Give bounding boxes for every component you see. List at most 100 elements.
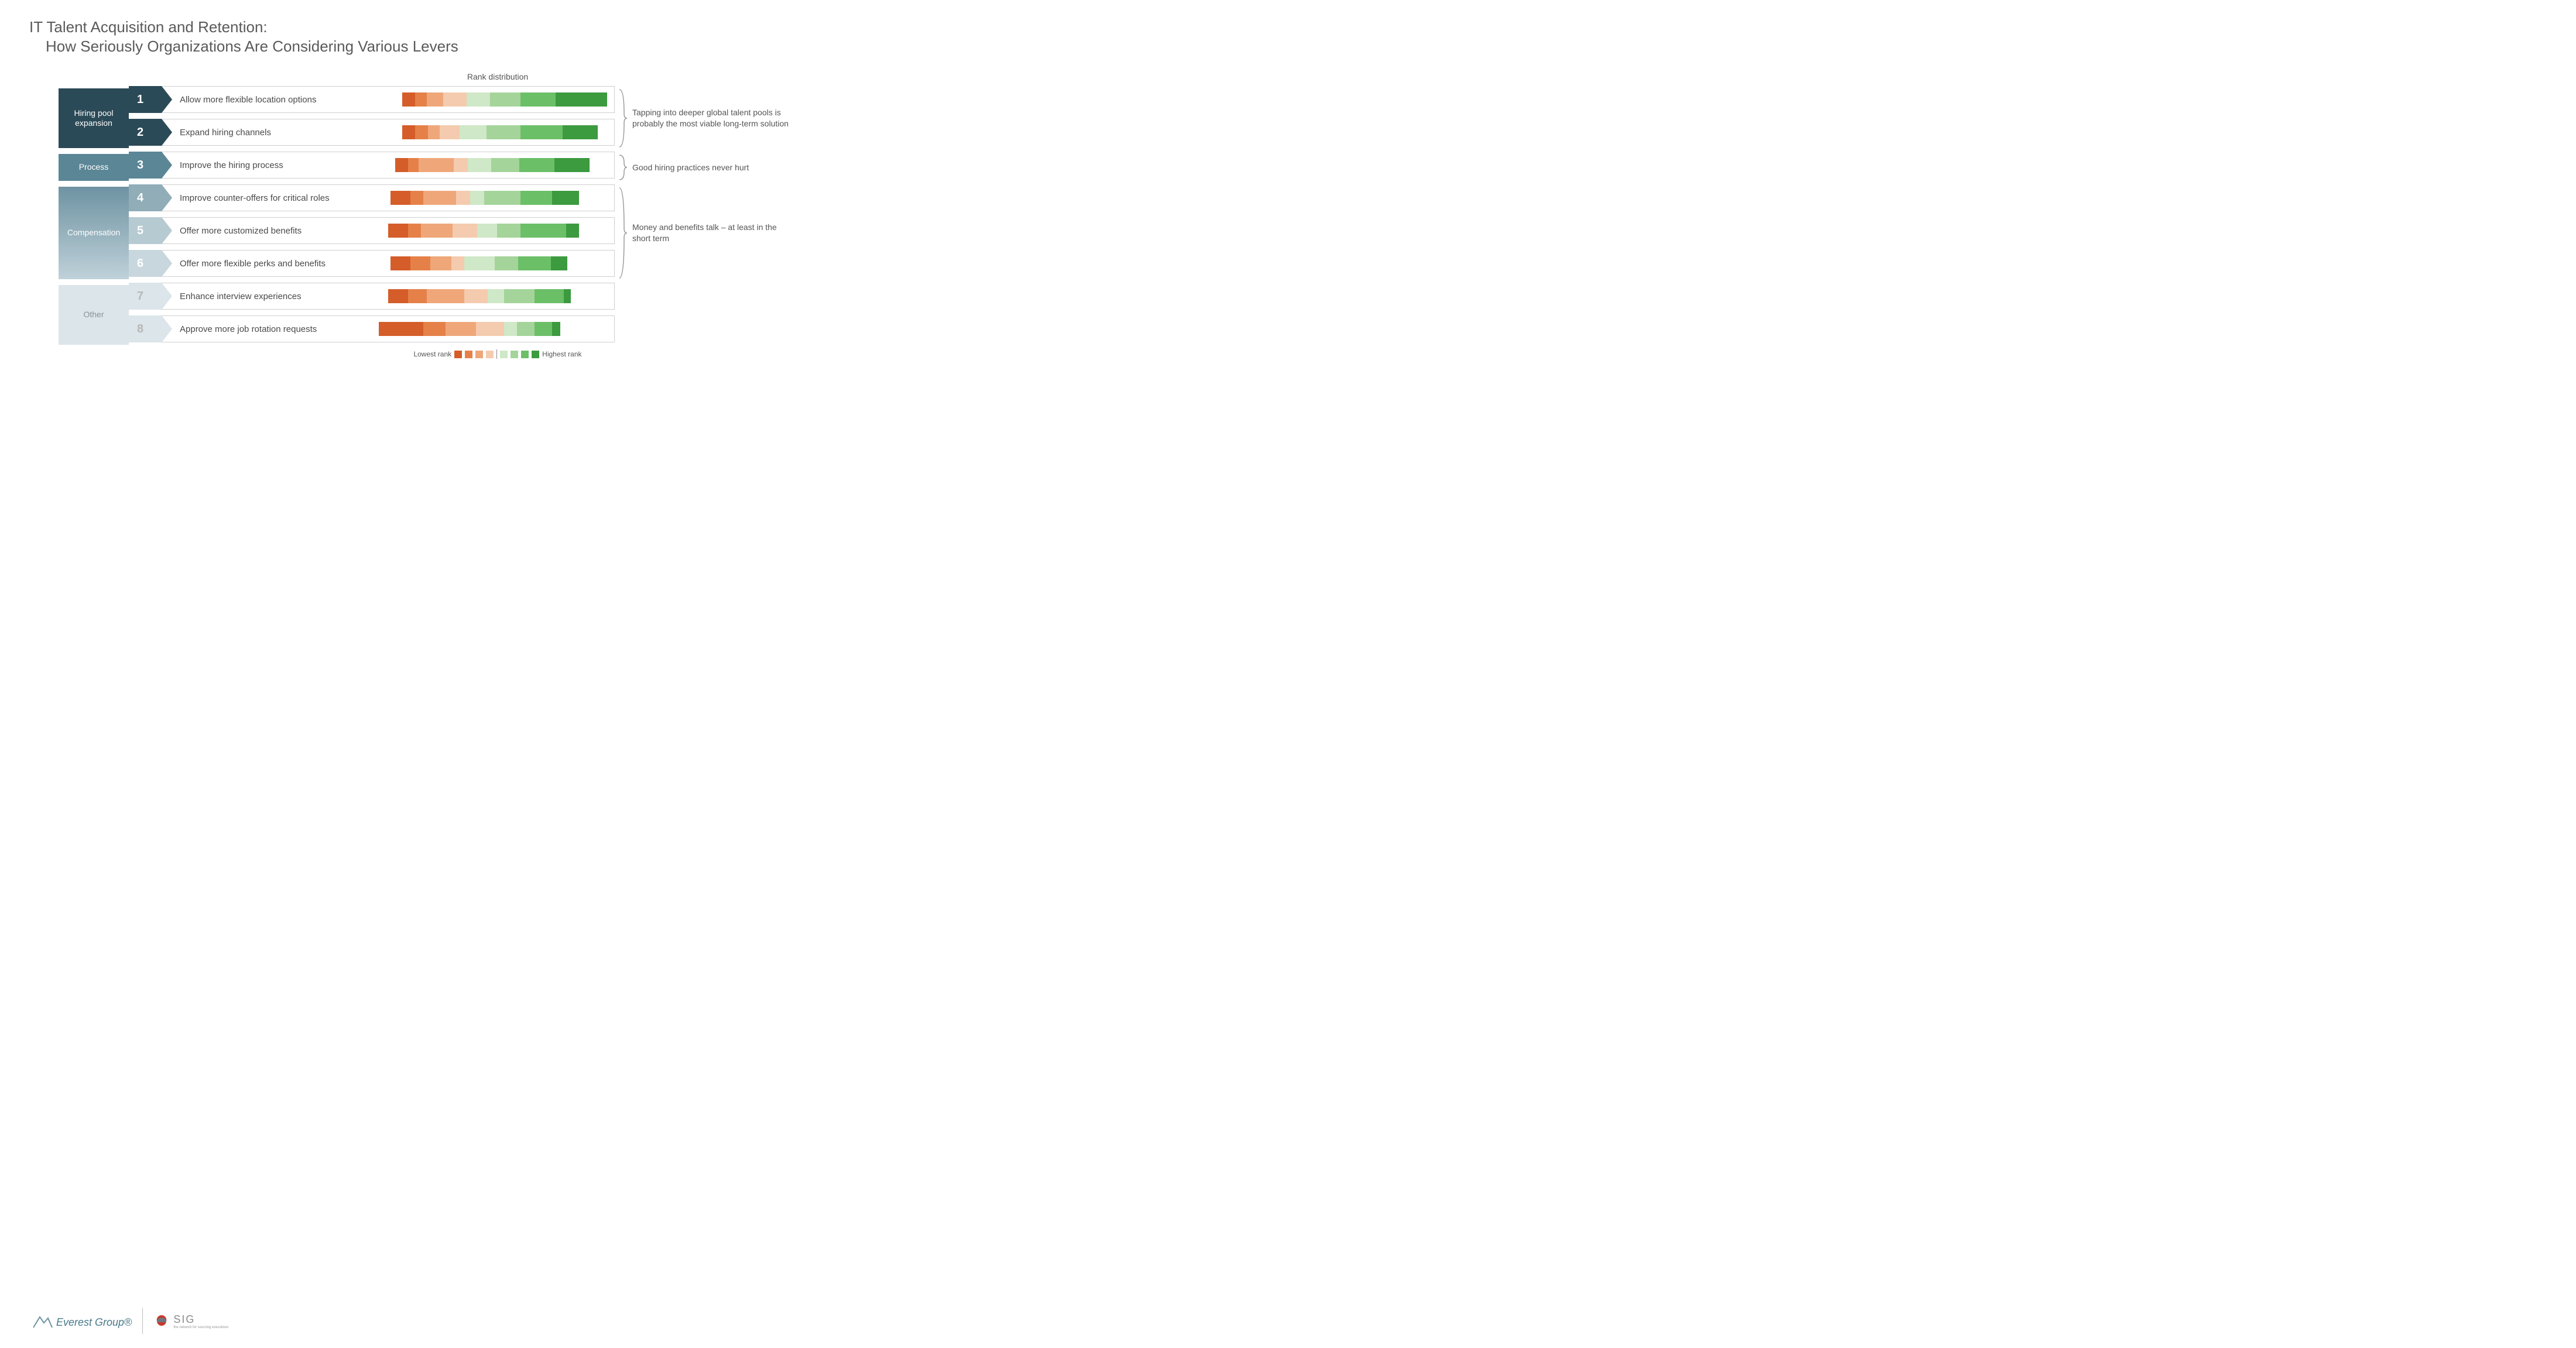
rank-distribution [379, 256, 613, 270]
rank-badge: 8 [129, 315, 162, 342]
brace-icon [618, 88, 628, 148]
dist-segment [488, 289, 504, 303]
dist-segment [388, 289, 408, 303]
rank-badge: 3 [129, 152, 162, 179]
rank-number: 6 [137, 257, 143, 270]
dist-segment [423, 322, 446, 336]
dist-segment [402, 125, 415, 139]
annotation: Tapping into deeper global talent pools … [618, 88, 794, 148]
dist-segment [495, 256, 518, 270]
dist-segment [430, 256, 451, 270]
rank-distribution [379, 191, 613, 205]
dist-segment [410, 256, 430, 270]
rank-number: 7 [137, 290, 143, 303]
title-line-2: How Seriously Organizations Are Consider… [29, 37, 830, 56]
chart-area: Hiring pool expansionProcessCompensation… [59, 72, 830, 359]
lever-row: 1Allow more flexible location options [129, 86, 615, 113]
legend-swatch-6 [511, 351, 518, 358]
rank-distribution [379, 158, 613, 172]
lever-label: Approve more job rotation requests [180, 324, 379, 334]
dist-segment [460, 125, 487, 139]
lever-row: 6 Offer more flexible perks and benefits [129, 250, 615, 277]
dist-segment [446, 322, 476, 336]
dist-segment [451, 256, 464, 270]
lever-row: 4Improve counter-offers for critical rol… [129, 184, 615, 211]
rank-legend: Lowest rank Highest rank [381, 349, 615, 359]
sig-logo: SIG the network for sourcing executives [153, 1313, 228, 1329]
dist-segment [476, 322, 504, 336]
lever-row: 2Expand hiring channels [129, 119, 615, 146]
legend-swatch-2 [465, 351, 472, 358]
category-column: Hiring pool expansionProcessCompensation… [59, 88, 129, 351]
lever-row: 7Enhance interview experiences [129, 283, 615, 310]
rows-column: Rank distribution 1Allow more flexible l… [129, 72, 615, 359]
brace-icon [618, 154, 628, 181]
dist-segment [427, 289, 464, 303]
rank-badge: 1 [129, 86, 162, 113]
dist-segment [421, 224, 453, 238]
dist-segment [379, 322, 423, 336]
dist-segment [408, 224, 421, 238]
lever-bar: Improve counter-offers for critical role… [162, 184, 615, 211]
dist-segment [402, 92, 415, 107]
legend-swatch-4 [486, 351, 494, 358]
footer-logos: Everest Group® SIG the network for sourc… [33, 1308, 228, 1334]
dist-segment [443, 92, 467, 107]
dist-segment [388, 224, 408, 238]
rank-badge: 7 [129, 283, 162, 310]
dist-segment [467, 92, 490, 107]
dist-segment [518, 256, 551, 270]
dist-segment [454, 158, 468, 172]
category-box: Process [59, 154, 129, 181]
annotation: Good hiring practices never hurt [618, 154, 794, 181]
rank-badge: 5 [129, 217, 162, 244]
dist-segment [415, 92, 427, 107]
rank-badge: 2 [129, 119, 162, 146]
lever-bar: Offer more customized benefits [162, 217, 615, 244]
dist-segment [428, 125, 440, 139]
everest-group-text: Everest Group® [56, 1316, 132, 1329]
rank-badge: 6 [129, 250, 162, 277]
category-box: Hiring pool expansion [59, 88, 129, 148]
lever-label: Offer more customized benefits [180, 226, 379, 236]
sig-icon [153, 1313, 170, 1329]
dist-segment [497, 224, 520, 238]
dist-segment [419, 158, 454, 172]
dist-segment [517, 322, 535, 336]
dist-segment [477, 224, 497, 238]
dist-segment [423, 191, 456, 205]
legend-separator [496, 349, 497, 359]
dist-segment [408, 289, 427, 303]
mountain-icon [33, 1313, 53, 1329]
rank-number: 5 [137, 224, 143, 238]
annotation-text: Tapping into deeper global talent pools … [632, 107, 794, 129]
rank-number: 3 [137, 159, 143, 172]
lever-bar: Improve the hiring process [162, 152, 615, 179]
dist-segment [440, 125, 460, 139]
annotation: Money and benefits talk – at least in th… [618, 187, 794, 279]
lever-row: 8 Approve more job rotation requests [129, 315, 615, 342]
footer-divider [142, 1308, 143, 1334]
dist-segment [491, 158, 519, 172]
lever-bar: Approve more job rotation requests [162, 315, 615, 342]
dist-segment [464, 289, 488, 303]
legend-swatch-3 [475, 351, 483, 358]
lever-label: Offer more flexible perks and benefits [180, 259, 379, 269]
legend-low-label: Lowest rank [413, 350, 451, 358]
dist-segment [551, 256, 567, 270]
dist-segment [535, 289, 564, 303]
dist-segment [410, 191, 423, 205]
dist-segment [535, 322, 552, 336]
category-box: Other [59, 285, 129, 345]
dist-segment [563, 125, 598, 139]
lever-bar: Offer more flexible perks and benefits [162, 250, 615, 277]
sig-tagline: the network for sourcing executives [173, 1326, 228, 1329]
dist-segment [554, 158, 590, 172]
rank-distribution [379, 289, 613, 303]
brace-icon [618, 187, 628, 279]
legend-high-label: Highest rank [542, 350, 581, 358]
dist-segment [408, 158, 419, 172]
dist-segment [395, 158, 408, 172]
dist-segment [453, 224, 477, 238]
dist-segment [564, 289, 571, 303]
